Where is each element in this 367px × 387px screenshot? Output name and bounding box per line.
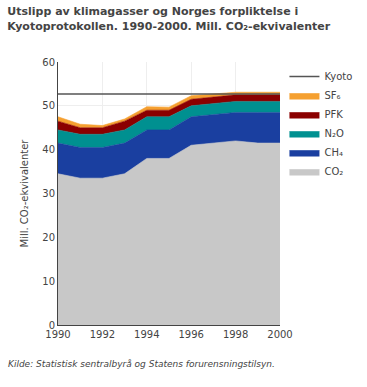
svg-text:1998: 1998: [223, 329, 248, 340]
svg-text:1994: 1994: [134, 329, 159, 340]
svg-text:10: 10: [42, 276, 55, 287]
svg-text:20: 20: [42, 232, 55, 243]
svg-text:1992: 1992: [90, 329, 115, 340]
svg-text:2000: 2000: [267, 329, 292, 340]
svg-text:60: 60: [42, 57, 55, 68]
svg-text:30: 30: [42, 188, 55, 199]
svg-text:N₂O: N₂O: [324, 128, 343, 139]
svg-text:1996: 1996: [178, 329, 203, 340]
svg-text:Utslipp av klimagasser og Norg: Utslipp av klimagasser og Norges forplik…: [7, 5, 330, 32]
svg-text:CH₄: CH₄: [324, 147, 343, 158]
svg-text:SF₆: SF₆: [324, 90, 340, 101]
svg-text:Mill. CO₂-ekvivalenter: Mill. CO₂-ekvivalenter: [19, 139, 30, 248]
svg-text:40: 40: [42, 144, 55, 155]
svg-text:0: 0: [49, 320, 55, 331]
svg-text:50: 50: [42, 100, 55, 111]
svg-text:1990: 1990: [45, 329, 70, 340]
svg-text:Kilde: Statistisk sentralbyrå: Kilde: Statistisk sentralbyrå og Statens…: [8, 359, 275, 369]
svg-text:CO₂: CO₂: [324, 166, 343, 177]
svg-text:Kyoto: Kyoto: [324, 71, 352, 82]
svg-text:PFK: PFK: [324, 109, 343, 120]
